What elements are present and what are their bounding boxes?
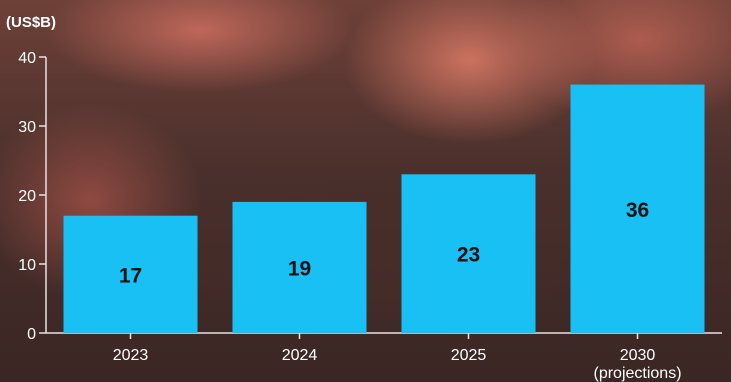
y-axis-ticks: 0 10 20 30 40 [18,50,46,343]
x-tick-label: 2024 [282,347,318,364]
y-tick-label: 30 [18,119,36,136]
bar [401,174,536,333]
bar [570,84,705,333]
bar [63,215,198,333]
x-tick-label: 2030 (projections) [593,347,681,382]
bar-data-label: 23 [457,244,480,267]
x-tick-label: 2025 [451,347,487,364]
x-axis-ticks: 2023 2024 2025 2030 (projections) [113,333,682,382]
bar-data-label: 17 [119,264,142,287]
bar-data-label: 36 [626,199,649,222]
bar [232,201,367,333]
y-tick-label: 10 [18,257,36,274]
y-tick-label: 0 [27,326,36,343]
bar-data-label: 19 [288,257,311,280]
y-tick-label: 40 [18,50,36,67]
y-tick-label: 20 [18,188,36,205]
x-tick-label: 2023 [113,347,149,364]
bars: 17 19 23 36 [63,84,705,333]
y-axis-unit-label: (US$B) [6,14,56,31]
